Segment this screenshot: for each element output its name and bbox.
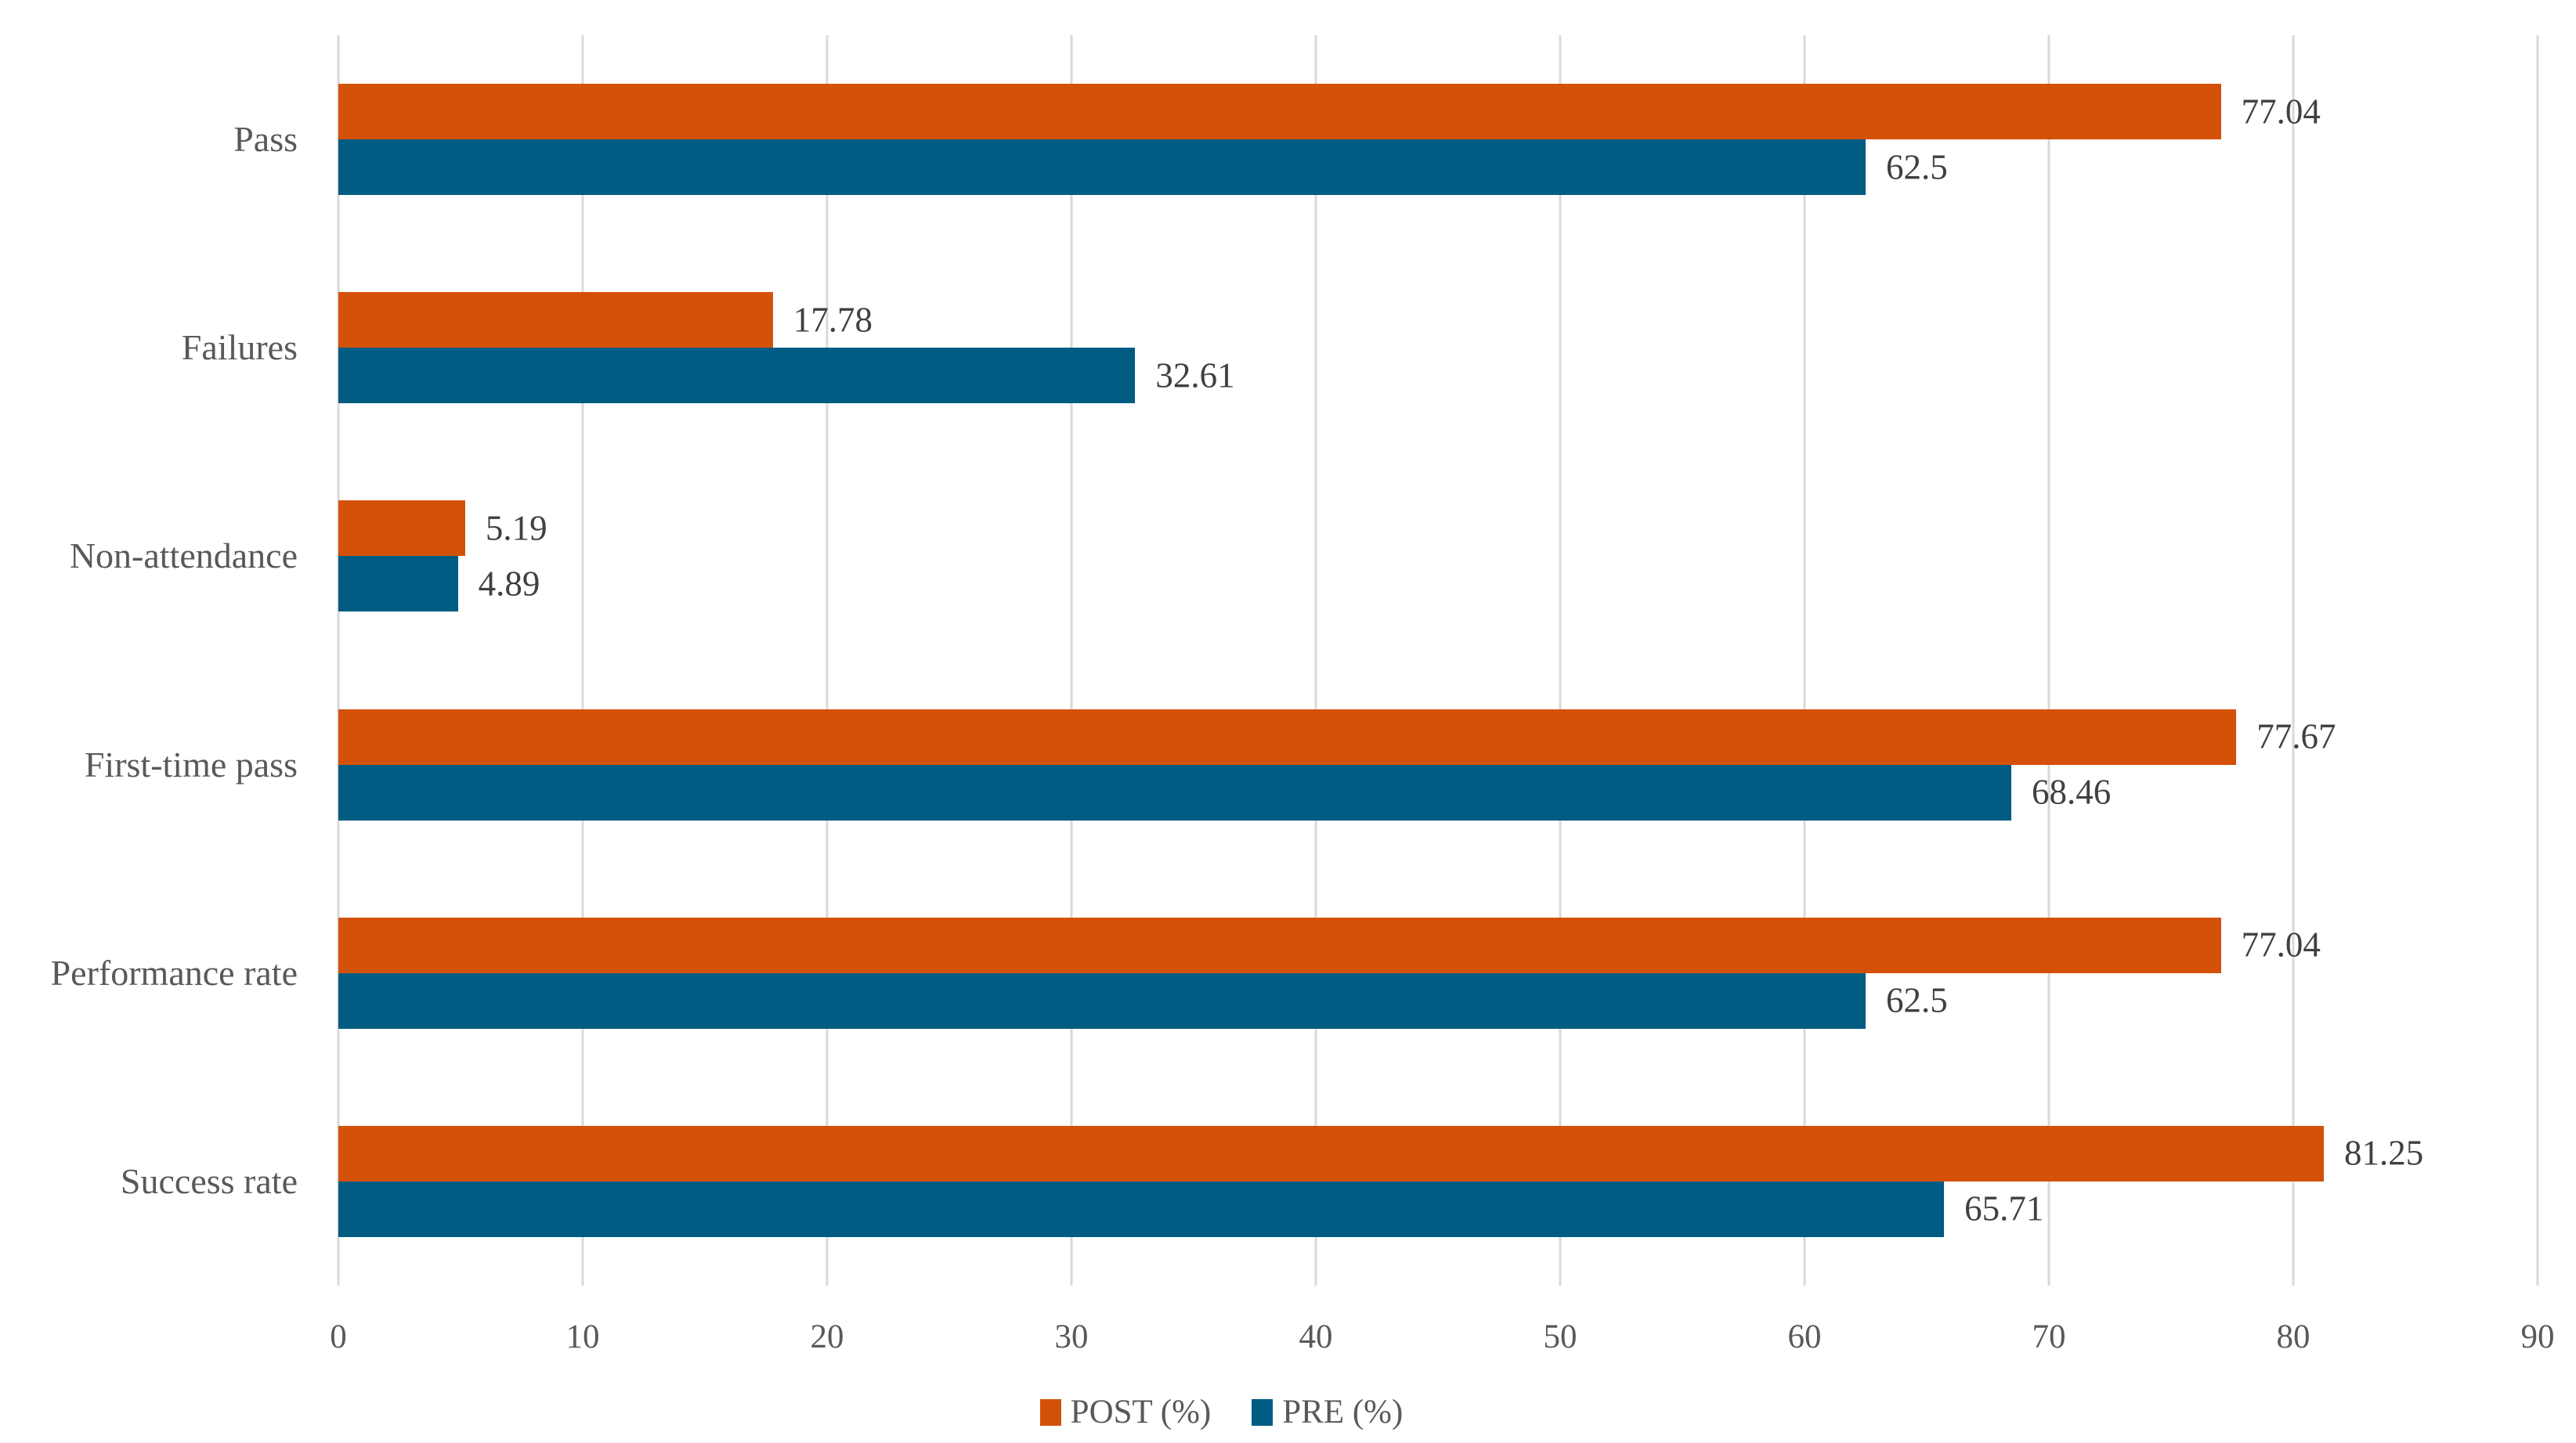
legend-pre-swatch-icon xyxy=(1252,1398,1274,1426)
gridline xyxy=(2292,35,2295,1286)
x-tick-label: 10 xyxy=(565,1319,600,1355)
x-axis-tick-labels: 0 10 20 30 40 50 60 70 80 90 xyxy=(330,1319,2554,1367)
bar-row: 81.25 65.71 xyxy=(338,1077,2538,1286)
x-tick-label: 80 xyxy=(2276,1319,2310,1355)
value-label: 77.04 xyxy=(2241,92,2321,132)
value-label: 4.89 xyxy=(478,564,540,604)
x-tick-label: 90 xyxy=(2520,1319,2555,1355)
pre-bar: 4.89 xyxy=(338,556,540,612)
gridline xyxy=(1070,35,1073,1286)
post-bar: 77.04 xyxy=(338,84,2321,140)
gridline xyxy=(1559,35,1562,1286)
post-bar: 17.78 xyxy=(338,292,873,348)
legend: POST (%) PRE (%) xyxy=(0,1395,2443,1429)
pre-bar: 65.71 xyxy=(338,1181,2043,1237)
plot-area: 77.04 62.5 17.78 32.61 5.19 4.89 77.67 68.46 77.… xyxy=(337,35,2539,1286)
legend-post-swatch-icon xyxy=(1039,1398,1061,1426)
category-label: Success rate xyxy=(120,1160,298,1201)
bar-row: 77.67 68.46 xyxy=(338,661,2538,869)
gridline xyxy=(581,35,584,1286)
legend-item-post: POST (%) xyxy=(1039,1394,1212,1430)
gridline xyxy=(1314,35,1317,1286)
gridline xyxy=(337,35,340,1286)
gridline xyxy=(1803,35,1806,1286)
category-label: Pass xyxy=(233,119,298,160)
pre-bar: 62.5 xyxy=(338,139,1948,196)
bar-row: 5.19 4.89 xyxy=(338,452,2538,660)
pre-bar: 32.61 xyxy=(338,348,1235,404)
value-label: 77.04 xyxy=(2241,925,2321,965)
x-tick-label: 0 xyxy=(330,1319,347,1355)
legend-post-label: POST (%) xyxy=(1070,1394,1212,1430)
x-tick-label: 20 xyxy=(810,1319,844,1355)
pre-bar: 68.46 xyxy=(338,764,2111,821)
x-tick-label: 50 xyxy=(1543,1319,1577,1355)
x-tick-label: 60 xyxy=(1787,1319,1822,1355)
legend-pre-label: PRE (%) xyxy=(1282,1394,1404,1430)
category-label: First-time pass xyxy=(84,744,298,785)
gridline xyxy=(2047,35,2050,1286)
value-label: 5.19 xyxy=(485,508,547,548)
post-bar: 81.25 xyxy=(338,1125,2423,1181)
value-label: 81.25 xyxy=(2344,1133,2424,1173)
bar-row: 77.04 62.5 xyxy=(338,869,2538,1077)
x-tick-label: 40 xyxy=(1299,1319,1333,1355)
category-label: Performance rate xyxy=(50,952,298,993)
x-tick-label: 70 xyxy=(2032,1319,2066,1355)
post-bar: 77.67 xyxy=(338,709,2336,765)
value-label: 77.67 xyxy=(2256,716,2336,756)
value-label: 32.61 xyxy=(1155,355,1235,395)
gridline xyxy=(826,35,829,1286)
category-label: Failures xyxy=(181,327,298,368)
category-label: Non-attendance xyxy=(69,536,298,576)
pre-bar: 62.5 xyxy=(338,972,1948,1029)
y-axis-category-labels: Pass Failures Non-attendance First-time pas… xyxy=(0,35,316,1286)
x-tick-label: 30 xyxy=(1054,1319,1089,1355)
post-bar: 77.04 xyxy=(338,917,2321,973)
value-label: 17.78 xyxy=(793,300,873,340)
legend-item-pre: PRE (%) xyxy=(1252,1395,1403,1429)
value-label: 68.46 xyxy=(2031,772,2112,812)
bar-row: 17.78 32.61 xyxy=(338,244,2538,452)
post-bar: 5.19 xyxy=(338,500,547,557)
value-label: 62.5 xyxy=(1886,147,1948,187)
value-label: 62.5 xyxy=(1886,980,1948,1020)
bar-row: 77.04 62.5 xyxy=(338,35,2538,244)
gridline xyxy=(2536,35,2539,1286)
value-label: 65.71 xyxy=(1964,1189,2044,1228)
